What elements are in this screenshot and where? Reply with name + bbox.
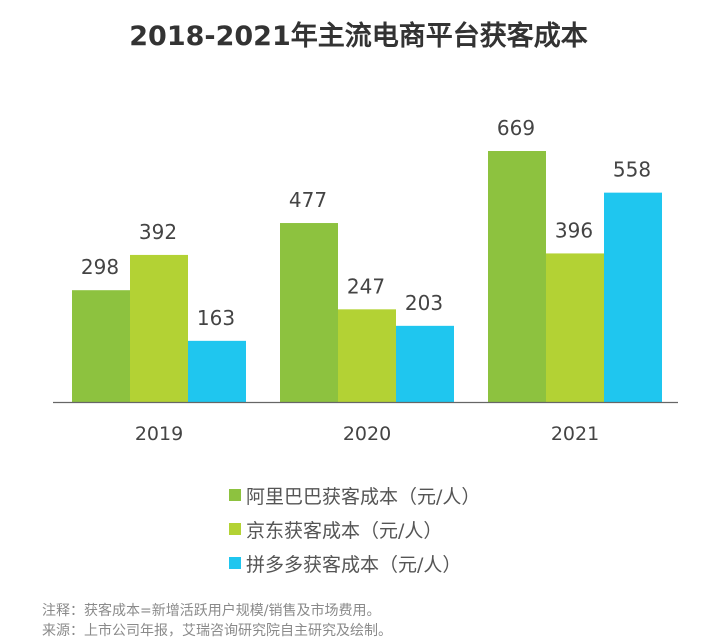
bar bbox=[488, 151, 546, 402]
data-label: 558 bbox=[613, 158, 651, 182]
data-label: 247 bbox=[347, 274, 385, 298]
x-tick-label: 2021 bbox=[551, 423, 599, 445]
bar bbox=[188, 340, 246, 402]
data-label: 392 bbox=[139, 220, 177, 244]
bar bbox=[396, 325, 454, 402]
note-definition: 注释：获客成本=新增活跃用户规模/销售及市场费用。 bbox=[42, 603, 381, 619]
legend-item-alibaba: 阿里巴巴获客成本（元/人） bbox=[229, 478, 480, 512]
data-label: 298 bbox=[81, 255, 119, 279]
legend: 阿里巴巴获客成本（元/人） 京东获客成本（元/人） 拼多多获客成本（元/人） bbox=[229, 478, 480, 580]
x-tick-label: 2019 bbox=[135, 423, 183, 445]
data-label: 396 bbox=[555, 218, 593, 242]
legend-label: 阿里巴巴获客成本（元/人） bbox=[246, 485, 481, 508]
legend-label: 京东获客成本（元/人） bbox=[246, 519, 443, 542]
bar bbox=[338, 309, 396, 402]
bar bbox=[280, 223, 338, 402]
bar bbox=[130, 254, 188, 402]
legend-swatch bbox=[229, 523, 241, 535]
bar-chart: 298 392 163 2019 477 247 203 2020 669 396 558 2021 bbox=[53, 116, 678, 445]
bar bbox=[546, 253, 604, 402]
legend-item-jd: 京东获客成本（元/人） bbox=[229, 512, 480, 546]
data-label: 669 bbox=[497, 116, 535, 140]
footnotes: 注释：获客成本=新增活跃用户规模/销售及市场费用。 来源：上市公司年报，艾瑞咨询… bbox=[42, 601, 392, 641]
data-label: 203 bbox=[405, 291, 443, 315]
bar bbox=[72, 290, 130, 402]
bar bbox=[604, 192, 662, 402]
legend-label: 拼多多获客成本（元/人） bbox=[246, 553, 462, 576]
x-tick-label: 2020 bbox=[343, 423, 391, 445]
data-label: 163 bbox=[197, 306, 235, 330]
data-label: 477 bbox=[289, 188, 327, 212]
note-source: 来源：上市公司年报，艾瑞咨询研究院自主研究及绘制。 bbox=[42, 623, 392, 639]
legend-item-pinduoduo: 拼多多获客成本（元/人） bbox=[229, 546, 480, 580]
legend-swatch bbox=[229, 489, 241, 501]
chart-title: 2018-2021年主流电商平台获客成本 bbox=[129, 21, 588, 52]
legend-swatch bbox=[229, 557, 241, 569]
